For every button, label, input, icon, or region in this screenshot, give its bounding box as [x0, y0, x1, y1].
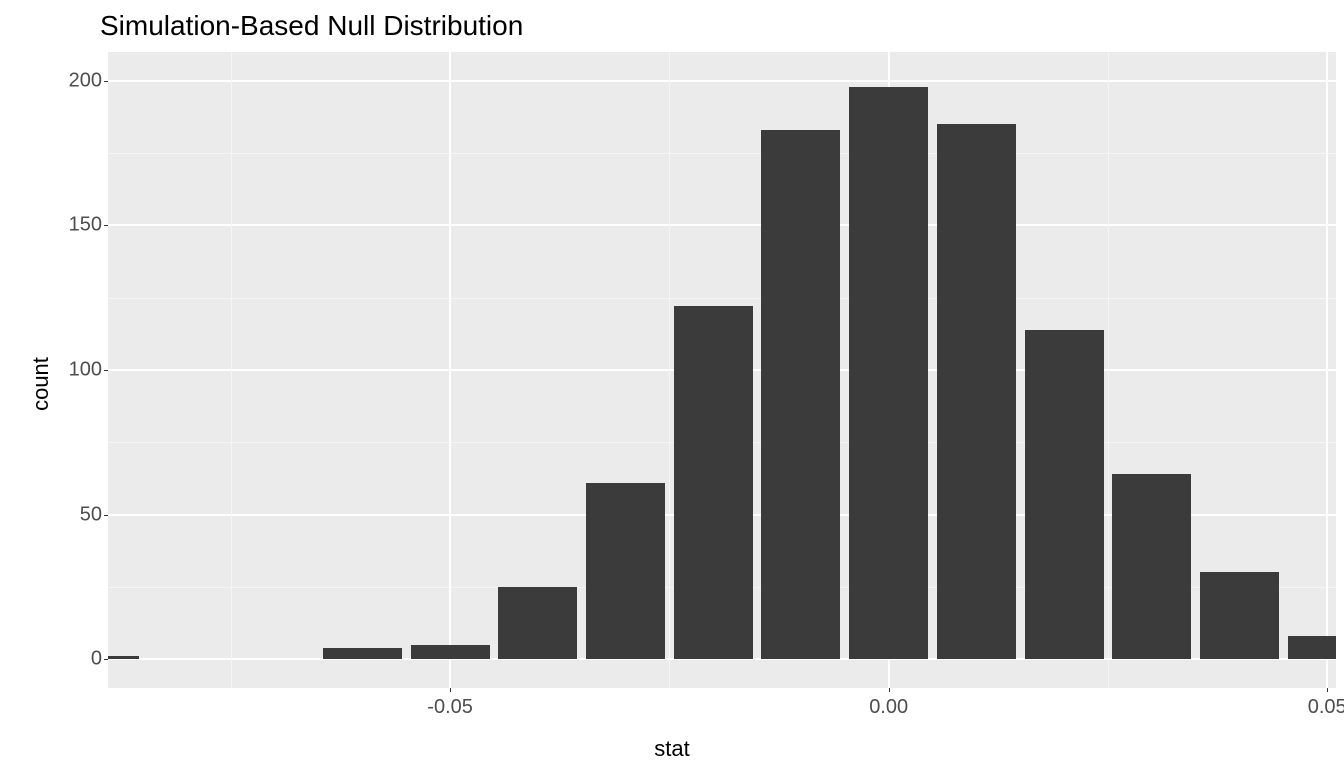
plot-panel — [108, 52, 1336, 688]
y-tick-label: 0 — [12, 648, 102, 671]
x-axis-label: stat — [654, 736, 689, 762]
histogram-bar — [108, 656, 139, 659]
y-tick-label: 50 — [12, 503, 102, 526]
gridline-major — [108, 224, 1336, 226]
x-tick-mark — [889, 688, 890, 692]
histogram-bar — [674, 306, 753, 659]
x-tick-label: -0.05 — [427, 696, 473, 719]
gridline-major — [1326, 52, 1328, 688]
x-tick-label: 0.00 — [869, 696, 908, 719]
gridline-minor — [231, 52, 232, 688]
gridline-major — [449, 52, 451, 688]
histogram-bar — [586, 483, 665, 659]
histogram-bar — [1288, 636, 1336, 659]
gridline-major — [108, 80, 1336, 82]
chart-title: Simulation-Based Null Distribution — [100, 10, 523, 42]
histogram-bar — [761, 130, 840, 659]
histogram-bar — [411, 645, 490, 659]
gridline-minor — [108, 153, 1336, 154]
histogram-bar — [1200, 572, 1279, 659]
gridline-minor — [108, 298, 1336, 299]
y-tick-label: 200 — [12, 69, 102, 92]
chart-container: Simulation-Based Null Distribution count… — [0, 0, 1344, 768]
y-tick-mark — [104, 225, 108, 226]
histogram-bar — [1025, 330, 1104, 660]
x-tick-mark — [450, 688, 451, 692]
histogram-bar — [498, 587, 577, 659]
gridline-minor — [669, 52, 670, 688]
y-tick-mark — [104, 659, 108, 660]
x-tick-label: 0.05 — [1308, 696, 1344, 719]
y-tick-mark — [104, 515, 108, 516]
y-tick-label: 150 — [12, 214, 102, 237]
y-tick-mark — [104, 81, 108, 82]
histogram-bar — [937, 124, 1016, 659]
y-tick-label: 100 — [12, 359, 102, 382]
histogram-bar — [323, 648, 402, 660]
y-tick-mark — [104, 370, 108, 371]
gridline-minor — [1108, 52, 1109, 688]
histogram-bar — [1112, 474, 1191, 659]
x-tick-mark — [1327, 688, 1328, 692]
histogram-bar — [849, 87, 928, 659]
